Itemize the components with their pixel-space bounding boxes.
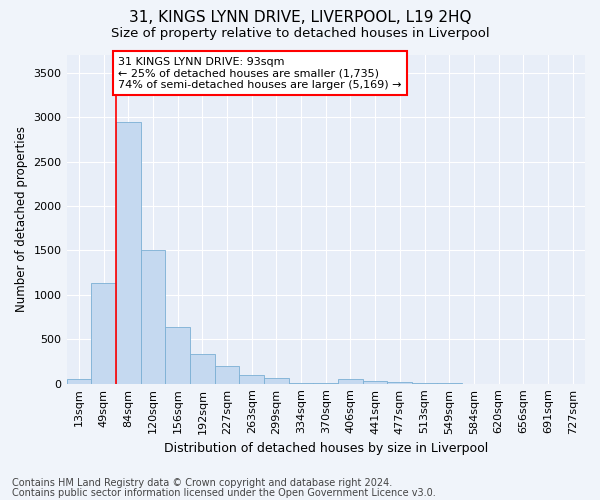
Bar: [190, 354, 215, 384]
Bar: [165, 327, 190, 384]
Text: Size of property relative to detached houses in Liverpool: Size of property relative to detached ho…: [110, 28, 490, 40]
Bar: [338, 379, 363, 384]
Bar: [264, 378, 289, 384]
X-axis label: Distribution of detached houses by size in Liverpool: Distribution of detached houses by size …: [164, 442, 488, 455]
Bar: [239, 375, 264, 384]
Bar: [140, 250, 165, 384]
Bar: [67, 379, 91, 384]
Text: 31 KINGS LYNN DRIVE: 93sqm
← 25% of detached houses are smaller (1,735)
74% of s: 31 KINGS LYNN DRIVE: 93sqm ← 25% of deta…: [118, 56, 402, 90]
Y-axis label: Number of detached properties: Number of detached properties: [15, 126, 28, 312]
Text: 31, KINGS LYNN DRIVE, LIVERPOOL, L19 2HQ: 31, KINGS LYNN DRIVE, LIVERPOOL, L19 2HQ: [129, 10, 471, 25]
Bar: [388, 382, 412, 384]
Bar: [91, 284, 116, 384]
Bar: [215, 366, 239, 384]
Text: Contains public sector information licensed under the Open Government Licence v3: Contains public sector information licen…: [12, 488, 436, 498]
Bar: [116, 122, 140, 384]
Bar: [363, 381, 388, 384]
Text: Contains HM Land Registry data © Crown copyright and database right 2024.: Contains HM Land Registry data © Crown c…: [12, 478, 392, 488]
